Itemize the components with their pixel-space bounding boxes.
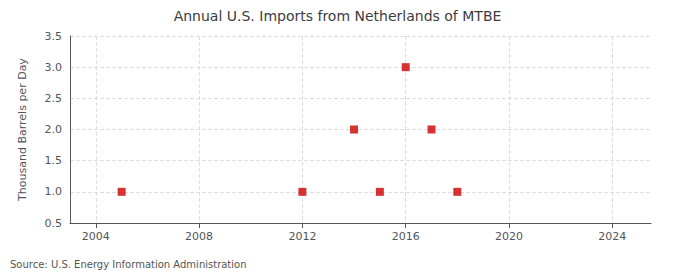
svg-text:1.5: 1.5 (45, 154, 63, 167)
svg-text:2008: 2008 (185, 230, 213, 243)
svg-text:Thousand Barrels per Day: Thousand Barrels per Day (16, 58, 29, 202)
svg-text:2012: 2012 (288, 230, 316, 243)
svg-text:2024: 2024 (598, 230, 626, 243)
svg-text:2016: 2016 (392, 230, 420, 243)
svg-text:2004: 2004 (82, 230, 110, 243)
svg-text:Source: U.S. Energy Informatio: Source: U.S. Energy Information Administ… (10, 259, 247, 270)
svg-text:Annual U.S. Imports from Nethe: Annual U.S. Imports from Netherlands of … (174, 8, 502, 24)
svg-text:2020: 2020 (495, 230, 523, 243)
svg-text:2.5: 2.5 (45, 92, 63, 105)
svg-text:0.5: 0.5 (45, 217, 63, 230)
svg-text:2.0: 2.0 (45, 123, 63, 136)
svg-text:3.5: 3.5 (45, 30, 63, 43)
svg-text:3.0: 3.0 (45, 61, 63, 74)
svg-text:1.0: 1.0 (45, 185, 63, 198)
